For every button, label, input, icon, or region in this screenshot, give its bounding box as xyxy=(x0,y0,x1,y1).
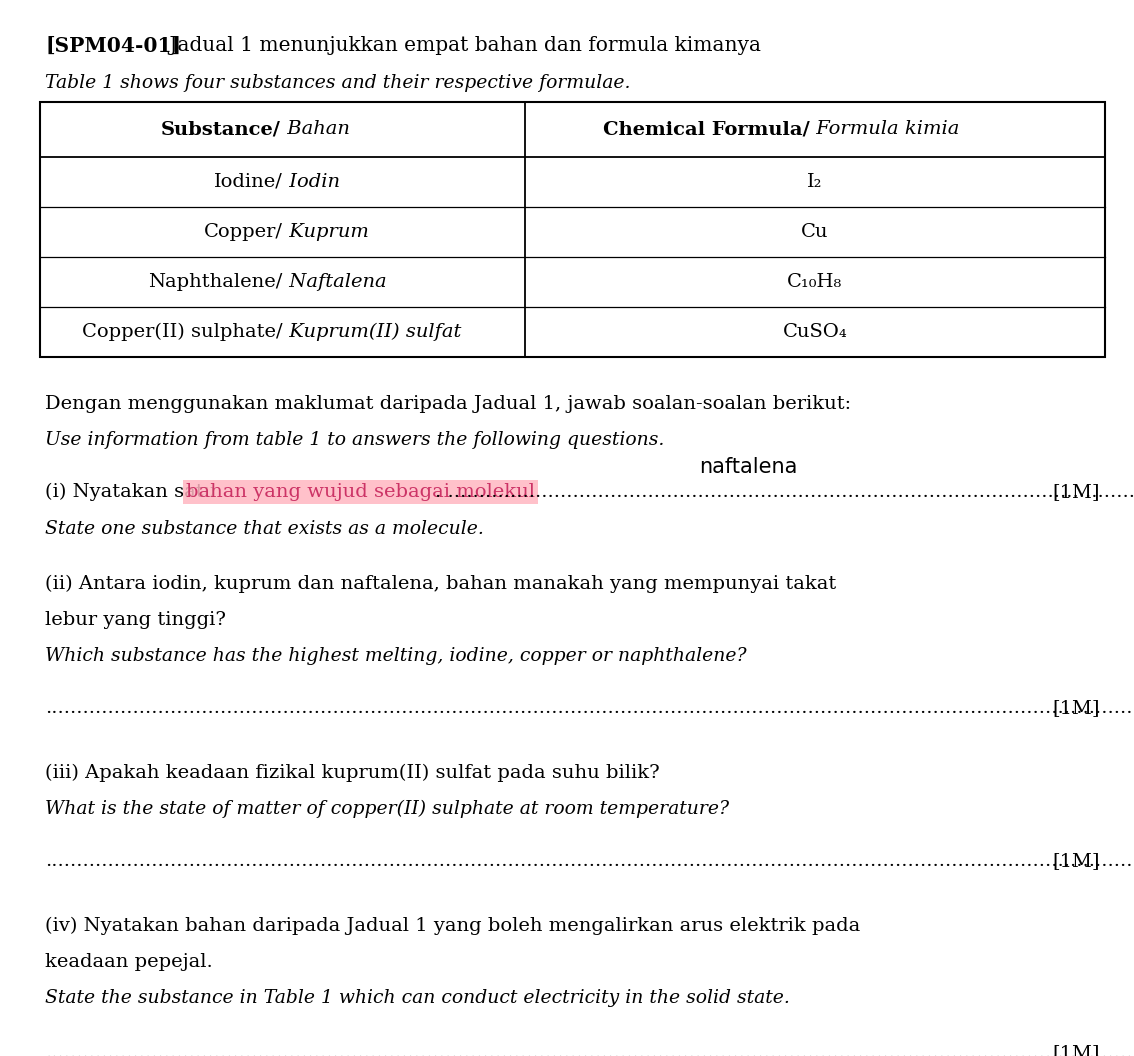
Text: What is the state of matter of copper(II) sulphate at room temperature?: What is the state of matter of copper(II… xyxy=(45,800,729,818)
Text: Naphthalene/: Naphthalene/ xyxy=(149,274,282,291)
Bar xyxy=(41,102,1105,357)
Text: bahan yang wujud sebagai molekul: bahan yang wujud sebagai molekul xyxy=(186,483,535,501)
Text: Substance/: Substance/ xyxy=(161,120,280,138)
Text: Iodin: Iodin xyxy=(282,173,339,191)
Text: Chemical Formula/: Chemical Formula/ xyxy=(603,120,810,138)
Text: I₂: I₂ xyxy=(807,173,822,191)
Text: Formula kimia: Formula kimia xyxy=(810,120,959,138)
Text: . ..............................................................................: . ......................................… xyxy=(435,483,1134,501)
Text: Use information from table 1 to answers the following questions.: Use information from table 1 to answers … xyxy=(45,431,665,449)
Text: naftalena: naftalena xyxy=(700,457,797,477)
Text: [1M]: [1M] xyxy=(1052,483,1100,501)
Text: ................................................................................: ........................................… xyxy=(45,699,1134,717)
Text: ................................................................................: ........................................… xyxy=(45,852,1134,870)
Text: [1M]: [1M] xyxy=(1052,699,1100,717)
Text: State the substance in Table 1 which can conduct electricity in the solid state.: State the substance in Table 1 which can… xyxy=(45,989,790,1007)
Text: Kuprum(II) sulfat: Kuprum(II) sulfat xyxy=(282,323,460,341)
Text: Kuprum: Kuprum xyxy=(282,223,369,241)
Text: ................................................................................: ........................................… xyxy=(45,1044,1134,1056)
Text: CuSO₄: CuSO₄ xyxy=(782,323,847,341)
Text: Bahan: Bahan xyxy=(280,120,349,138)
Text: Copper/: Copper/ xyxy=(204,223,282,241)
Text: Cu: Cu xyxy=(801,223,829,241)
Text: (ii) Antara iodin, kuprum dan naftalena, bahan manakah yang mempunyai takat: (ii) Antara iodin, kuprum dan naftalena,… xyxy=(45,576,837,593)
Text: [1M]: [1M] xyxy=(1052,852,1100,870)
Text: C₁₀H₈: C₁₀H₈ xyxy=(787,274,843,291)
Text: keadaan pepejal.: keadaan pepejal. xyxy=(45,953,213,972)
Text: (i) Nyatakan satu: (i) Nyatakan satu xyxy=(45,483,223,502)
Text: [1M]: [1M] xyxy=(1052,1044,1100,1056)
Text: Dengan menggunakan maklumat daripada Jadual 1, jawab soalan-soalan berikut:: Dengan menggunakan maklumat daripada Jad… xyxy=(45,395,852,413)
Text: State one substance that exists as a molecule.: State one substance that exists as a mol… xyxy=(45,520,484,538)
Text: Jadual 1 menunjukkan empat bahan dan formula kimanya: Jadual 1 menunjukkan empat bahan dan for… xyxy=(163,36,761,55)
Text: (iv) Nyatakan bahan daripada Jadual 1 yang boleh mengalirkan arus elektrik pada: (iv) Nyatakan bahan daripada Jadual 1 ya… xyxy=(45,917,861,936)
Text: [SPM04-01]: [SPM04-01] xyxy=(45,36,181,56)
Text: (iii) Apakah keadaan fizikal kuprum(II) sulfat pada suhu bilik?: (iii) Apakah keadaan fizikal kuprum(II) … xyxy=(45,763,660,782)
Text: Table 1 shows four substances and their respective formulae.: Table 1 shows four substances and their … xyxy=(45,74,631,92)
Text: lebur yang tinggi?: lebur yang tinggi? xyxy=(45,611,227,629)
Text: Copper(II) sulphate/: Copper(II) sulphate/ xyxy=(82,323,282,341)
Text: Iodine/: Iodine/ xyxy=(213,173,282,191)
Text: Which substance has the highest melting, iodine, copper or naphthalene?: Which substance has the highest melting,… xyxy=(45,647,747,665)
Text: Naftalena: Naftalena xyxy=(282,274,387,291)
